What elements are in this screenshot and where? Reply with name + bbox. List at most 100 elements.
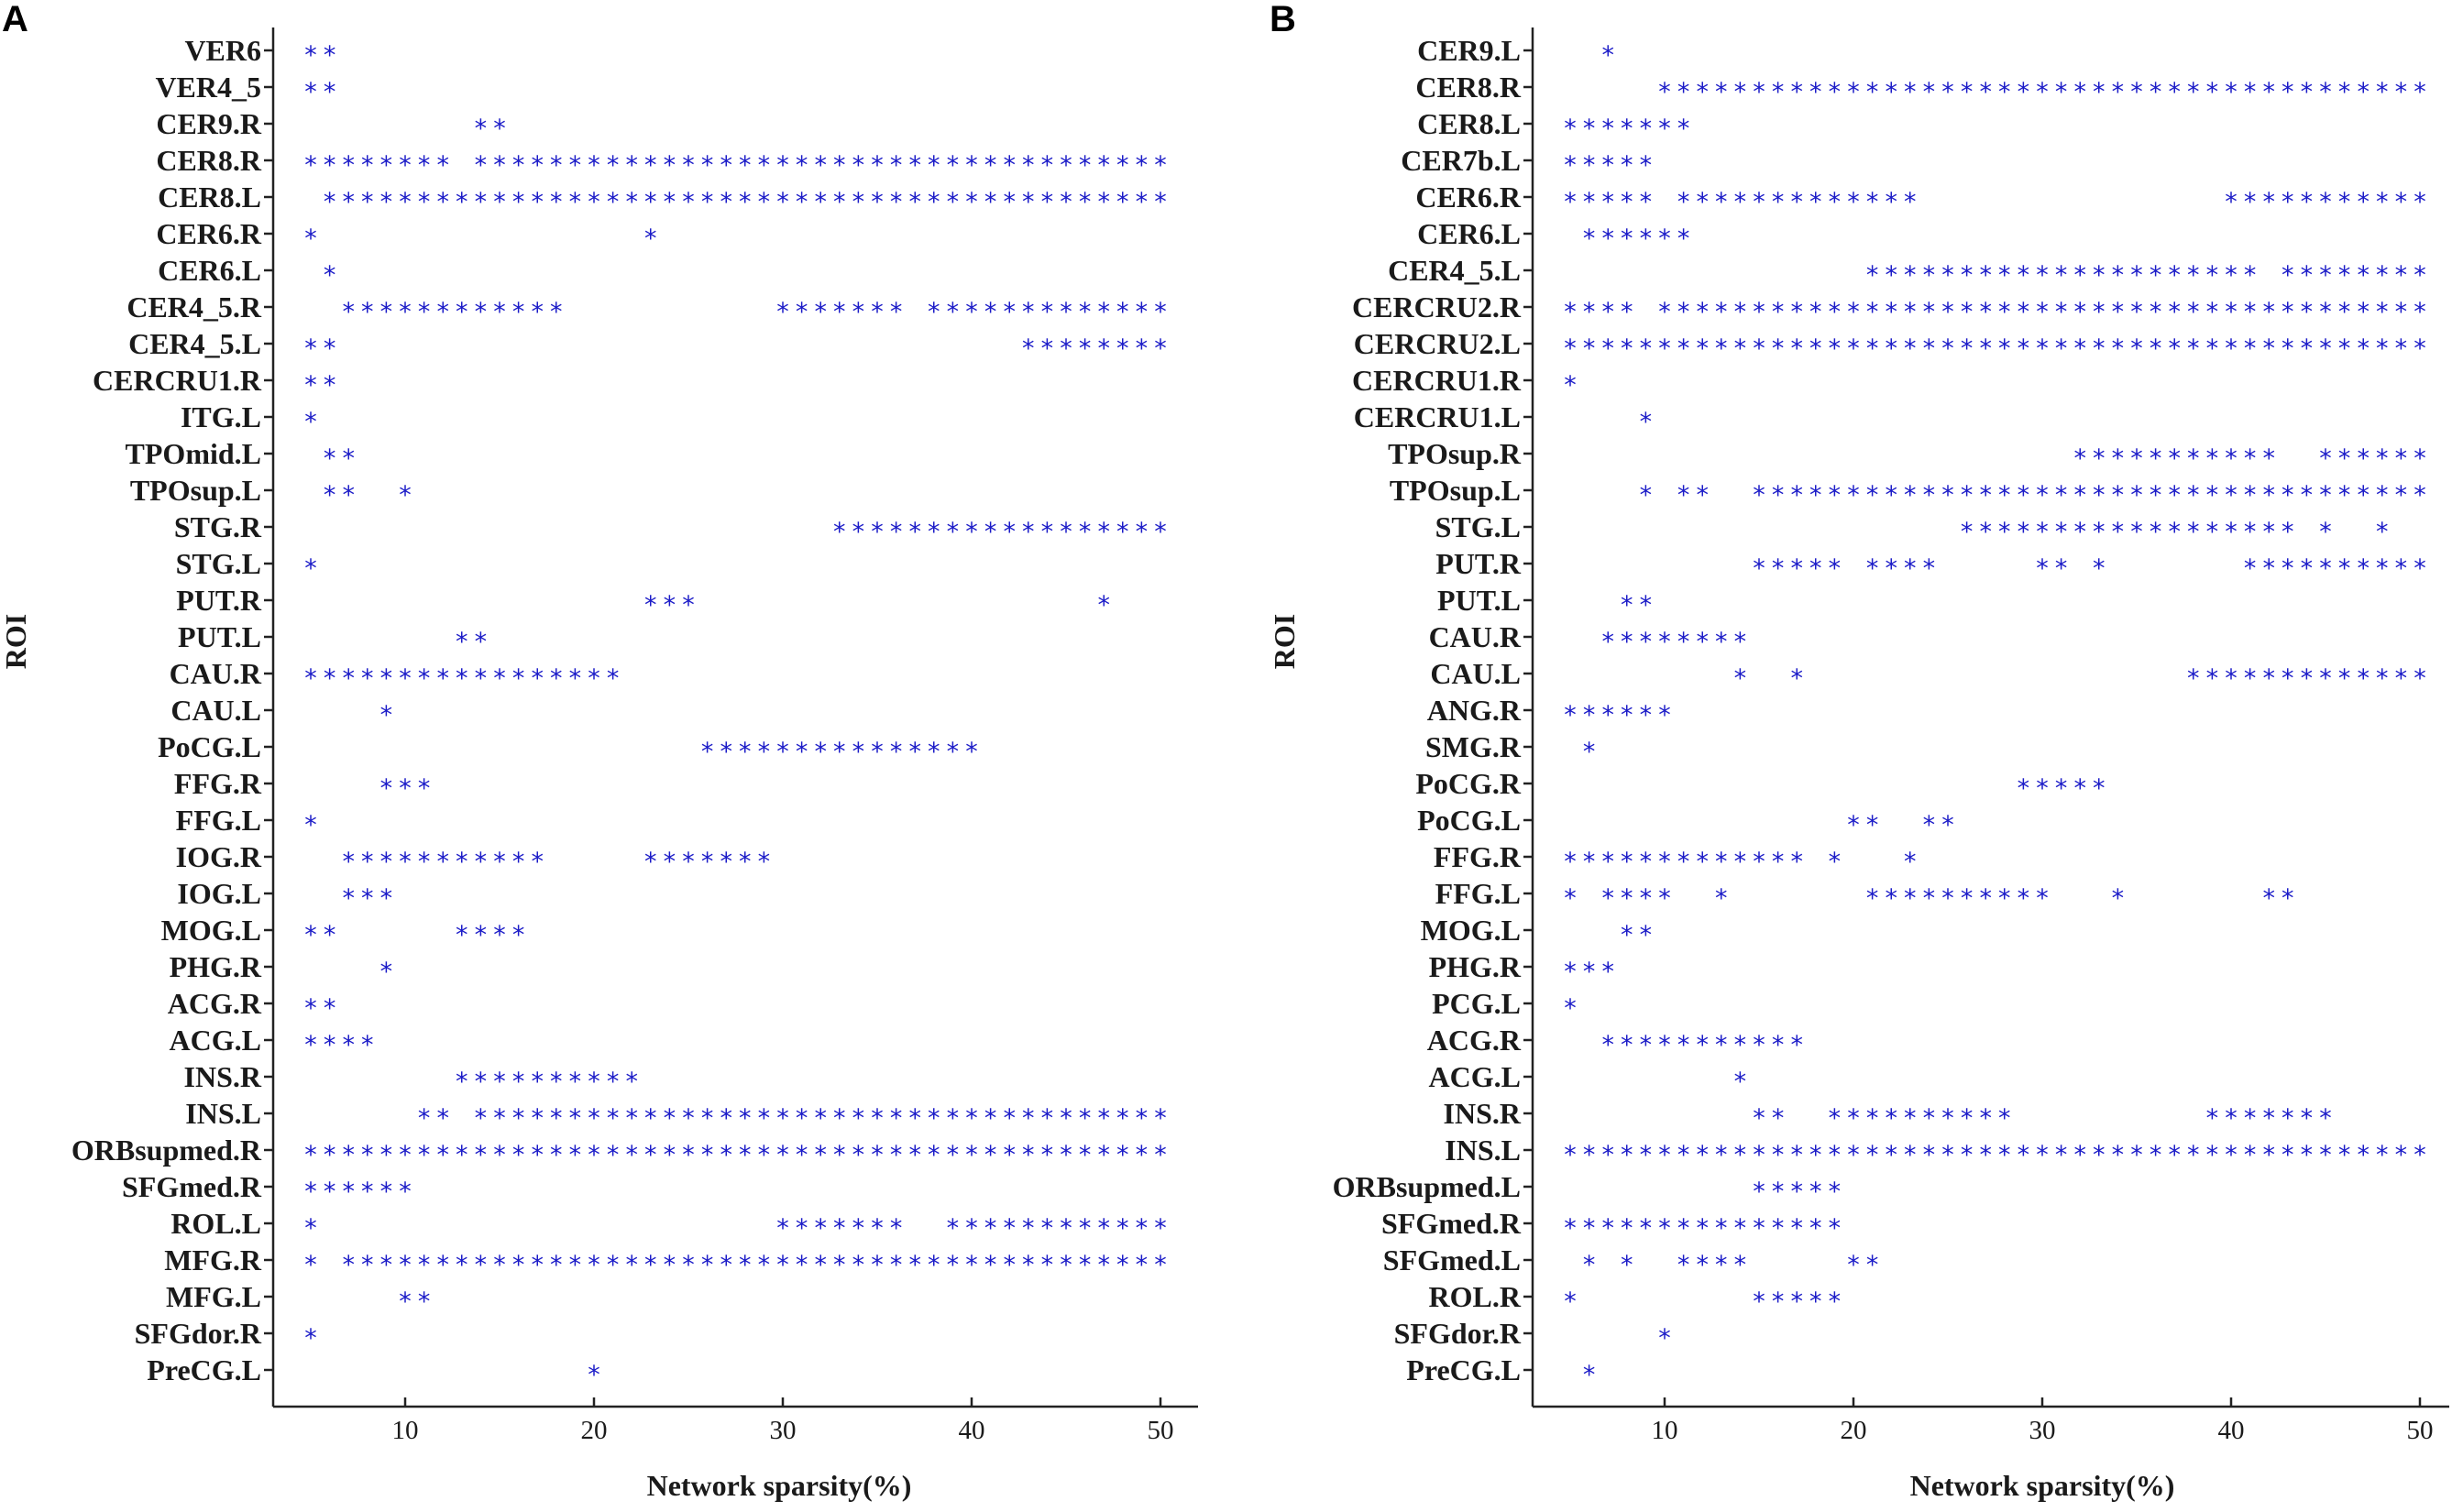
significance-marker: * (1753, 1214, 1765, 1243)
roi-label: ITG.L (181, 400, 261, 433)
significance-marker: * (493, 1104, 506, 1133)
significance-marker: * (1790, 1214, 1803, 1243)
significance-marker: * (1696, 848, 1709, 876)
significance-marker: * (1715, 848, 1728, 876)
significance-marker: * (814, 1214, 827, 1243)
significance-marker: * (2376, 444, 2389, 473)
significance-marker: * (2301, 78, 2314, 106)
significance-marker: * (1022, 1214, 1035, 1243)
significance-marker: * (1696, 1214, 1709, 1243)
significance-marker: * (418, 1104, 431, 1133)
significance-marker: * (947, 188, 960, 216)
significance-marker: * (2055, 78, 2068, 106)
significance-marker: * (2187, 261, 2200, 290)
significance-marker: * (512, 1251, 525, 1279)
significance-marker: * (1621, 921, 1633, 949)
significance-marker: * (1772, 481, 1785, 509)
significance-marker: * (2130, 1141, 2143, 1169)
significance-marker: * (908, 1141, 921, 1169)
significance-marker: * (531, 188, 544, 216)
significance-marker: * (2225, 444, 2238, 473)
significance-marker: * (1136, 188, 1149, 216)
significance-marker: * (399, 481, 412, 509)
significance-marker: * (1790, 1031, 1803, 1059)
significance-marker: * (1116, 1251, 1129, 1279)
significance-marker: * (833, 1214, 846, 1243)
significance-marker: * (1621, 115, 1633, 143)
significance-marker: * (324, 261, 336, 290)
significance-marker: * (1658, 298, 1671, 326)
significance-marker: * (550, 1104, 563, 1133)
significance-marker: * (1998, 884, 2011, 913)
significance-marker: * (1640, 334, 1653, 363)
significance-marker: * (965, 1214, 978, 1243)
significance-marker: * (965, 518, 978, 546)
significance-marker: * (1941, 298, 1954, 326)
significance-marker: * (418, 664, 431, 693)
significance-marker: * (2357, 444, 2370, 473)
significance-marker: * (2301, 1141, 2314, 1169)
significance-marker: * (644, 151, 657, 180)
significance-marker: * (1601, 225, 1614, 253)
significance-marker: * (493, 1141, 506, 1169)
significance-marker: * (2376, 1141, 2389, 1169)
significance-marker: * (2338, 481, 2351, 509)
roi-label: CER8.R (156, 144, 262, 177)
significance-marker: * (2319, 518, 2332, 546)
significance-marker: * (1154, 188, 1167, 216)
significance-marker: * (2319, 298, 2332, 326)
significance-marker: * (2187, 334, 2200, 363)
significance-marker: * (342, 188, 355, 216)
significance-marker: * (1116, 1214, 1129, 1243)
roi-label: MFG.R (164, 1244, 262, 1276)
significance-marker: * (664, 848, 676, 876)
significance-marker: * (1809, 334, 1822, 363)
significance-marker: * (1734, 1251, 1747, 1279)
significance-marker: * (1772, 298, 1785, 326)
significance-marker: * (701, 738, 714, 766)
significance-marker: * (456, 1141, 468, 1169)
significance-marker: * (324, 371, 336, 400)
x-tick-label: 20 (1841, 1416, 1867, 1445)
significance-marker: * (493, 921, 506, 949)
significance-marker: * (475, 1251, 488, 1279)
significance-marker: * (2055, 261, 2068, 290)
significance-marker: * (475, 664, 488, 693)
significance-marker: * (2395, 1141, 2408, 1169)
significance-marker: * (2338, 261, 2351, 290)
significance-marker: * (1621, 151, 1633, 180)
significance-marker: * (682, 848, 695, 876)
significance-marker: * (1979, 1141, 1992, 1169)
significance-marker: * (1621, 591, 1633, 619)
significance-marker: * (2112, 261, 2125, 290)
significance-marker: * (1079, 518, 1092, 546)
significance-marker: * (2112, 334, 2125, 363)
significance-marker: * (588, 188, 600, 216)
significance-marker: * (304, 334, 317, 363)
significance-marker: * (1961, 884, 1974, 913)
significance-marker: * (493, 188, 506, 216)
significance-marker: * (304, 1031, 317, 1059)
significance-marker: * (2187, 78, 2200, 106)
significance-marker: * (512, 848, 525, 876)
significance-marker: * (361, 1031, 374, 1059)
significance-marker: * (2112, 481, 2125, 509)
significance-marker: * (984, 1214, 997, 1243)
significance-marker: * (324, 1178, 336, 1206)
significance-marker: * (625, 1068, 638, 1096)
significance-marker: * (1829, 1287, 1842, 1316)
significance-marker: * (1003, 1141, 1016, 1169)
significance-marker: * (1564, 371, 1577, 400)
significance-marker: * (1885, 298, 1897, 326)
significance-marker: * (984, 1141, 997, 1169)
significance-marker: * (2130, 78, 2143, 106)
significance-marker: * (1696, 1141, 1709, 1169)
significance-marker: * (1079, 1214, 1092, 1243)
significance-marker: * (1041, 188, 1054, 216)
significance-marker: * (1829, 1214, 1842, 1243)
significance-marker: * (550, 1068, 563, 1096)
significance-marker: * (361, 1251, 374, 1279)
significance-marker: * (833, 1141, 846, 1169)
significance-marker: * (2093, 518, 2106, 546)
significance-marker: * (2244, 1141, 2257, 1169)
